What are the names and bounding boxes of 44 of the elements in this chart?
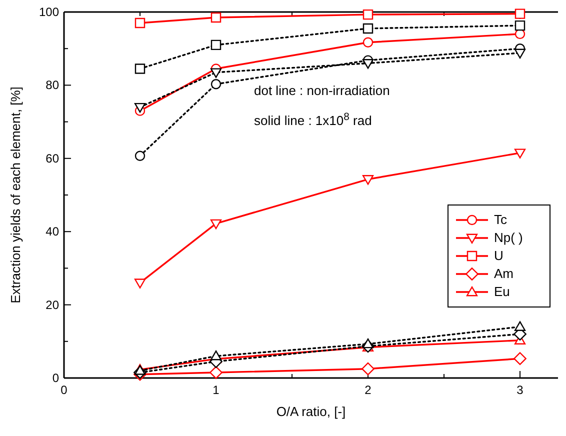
y-tick-label: 20 xyxy=(46,298,60,312)
legend-label: Eu xyxy=(494,284,510,299)
point xyxy=(210,40,222,50)
point xyxy=(514,321,526,331)
point xyxy=(210,68,222,78)
point xyxy=(362,37,374,48)
point xyxy=(362,175,374,185)
legend-label: Am xyxy=(494,266,514,281)
point xyxy=(134,64,146,74)
legend-label: Np( ) xyxy=(494,230,523,245)
annotation: dot line : non-irradiation xyxy=(254,83,390,98)
annotation: solid line : 1x10$^{8}$ rad xyxy=(254,112,372,128)
legend-label: Tc xyxy=(494,212,508,227)
y-tick-label: 0 xyxy=(52,371,60,385)
point xyxy=(134,150,146,161)
x-tick-label: 1 xyxy=(212,383,220,397)
point xyxy=(514,148,526,158)
point xyxy=(514,352,526,366)
point xyxy=(210,350,222,360)
point xyxy=(514,8,526,19)
point xyxy=(210,366,222,379)
y-tick-label: 60 xyxy=(46,151,60,166)
x-tick-label: 0 xyxy=(60,383,68,397)
point xyxy=(514,48,526,59)
y-tick-label: 40 xyxy=(46,224,60,239)
point xyxy=(362,23,374,34)
point xyxy=(134,18,146,28)
point xyxy=(134,278,146,288)
legend-label: U xyxy=(494,248,504,263)
point xyxy=(210,12,222,23)
point xyxy=(362,338,374,348)
point xyxy=(362,59,374,69)
y-tick-label: 100 xyxy=(38,5,60,19)
point xyxy=(210,79,222,90)
point xyxy=(210,219,222,230)
point xyxy=(514,20,526,31)
point xyxy=(134,102,146,113)
point xyxy=(362,9,374,20)
y-axis-title: Extraction yields of each element, [%] xyxy=(8,86,23,304)
x-tick-label: 3 xyxy=(516,383,524,397)
x-tick-label: 2 xyxy=(364,383,372,397)
y-tick-label: 80 xyxy=(46,78,60,92)
x-axis-title: O/A ratio, [-] xyxy=(276,404,346,419)
point xyxy=(362,362,374,376)
